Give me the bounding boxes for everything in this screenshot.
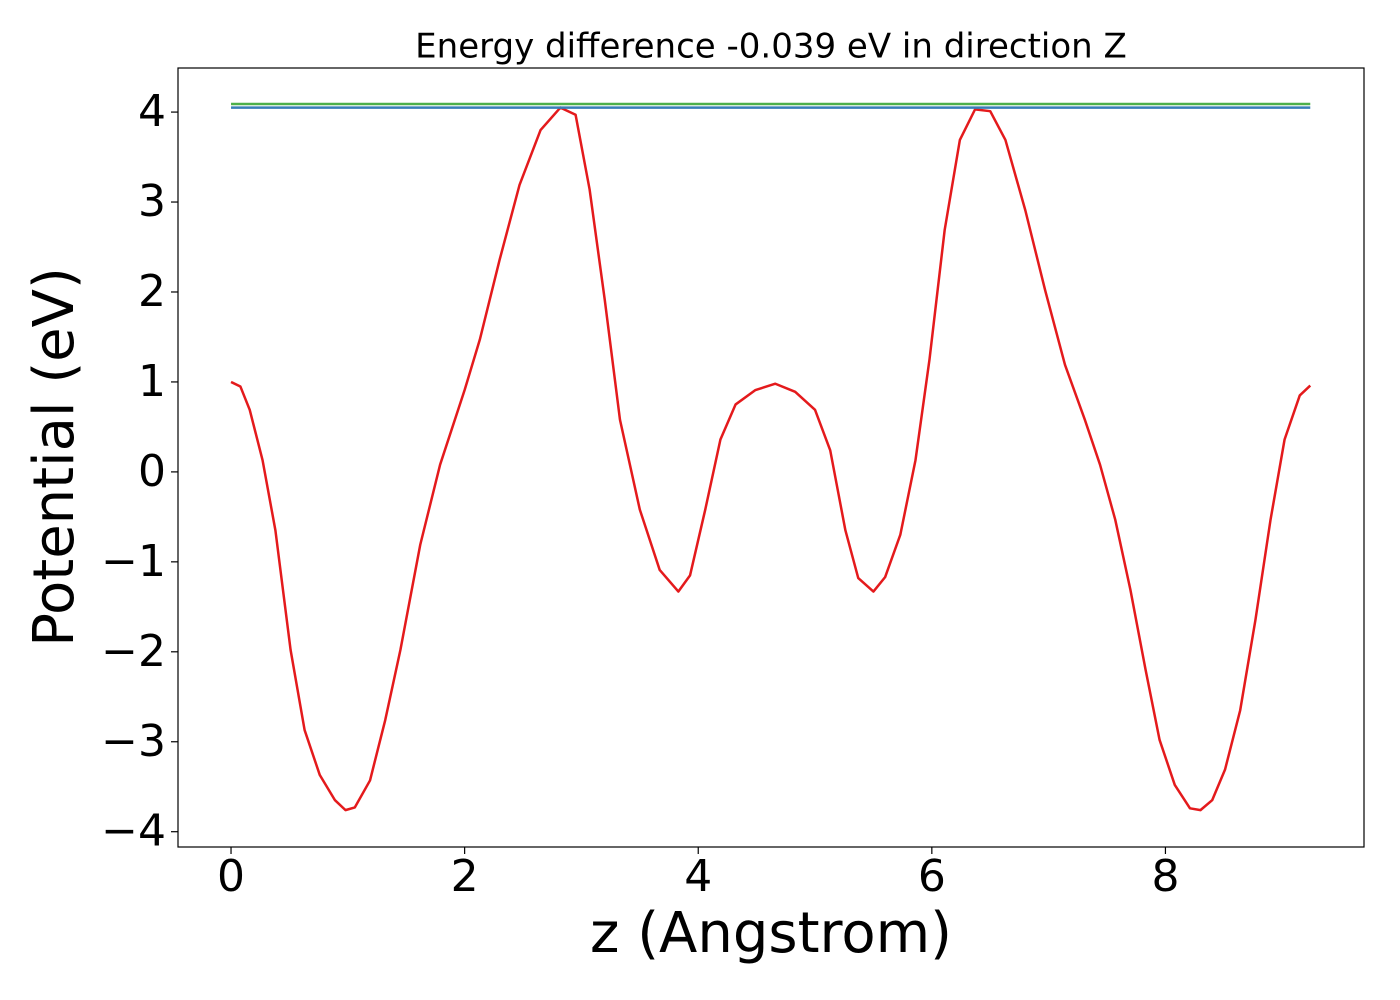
y-tick-label: −4 <box>101 806 166 857</box>
y-tick-label: 1 <box>138 356 166 407</box>
x-tick-label: 8 <box>1151 851 1179 902</box>
y-tick-label: −1 <box>101 536 166 587</box>
y-tick-label: 3 <box>138 176 166 227</box>
y-tick-label: 4 <box>138 86 166 137</box>
x-tick-label: 6 <box>918 851 946 902</box>
line-series <box>230 106 1312 812</box>
chart-title: Energy difference -0.039 eV in direction… <box>415 27 1127 67</box>
x-tick-label: 0 <box>217 851 245 902</box>
y-tick-label: 0 <box>138 446 166 497</box>
x-tick-label: 2 <box>451 851 479 902</box>
plot-frame <box>177 67 1365 848</box>
x-axis-label: z (Angstrom) <box>590 901 952 966</box>
x-tick-label: 4 <box>684 851 712 902</box>
y-tick-label: −2 <box>101 626 166 677</box>
y-axis-label: Potential (eV) <box>22 267 87 647</box>
y-tick-label: 2 <box>138 266 166 317</box>
y-tick-label: −3 <box>101 716 166 767</box>
